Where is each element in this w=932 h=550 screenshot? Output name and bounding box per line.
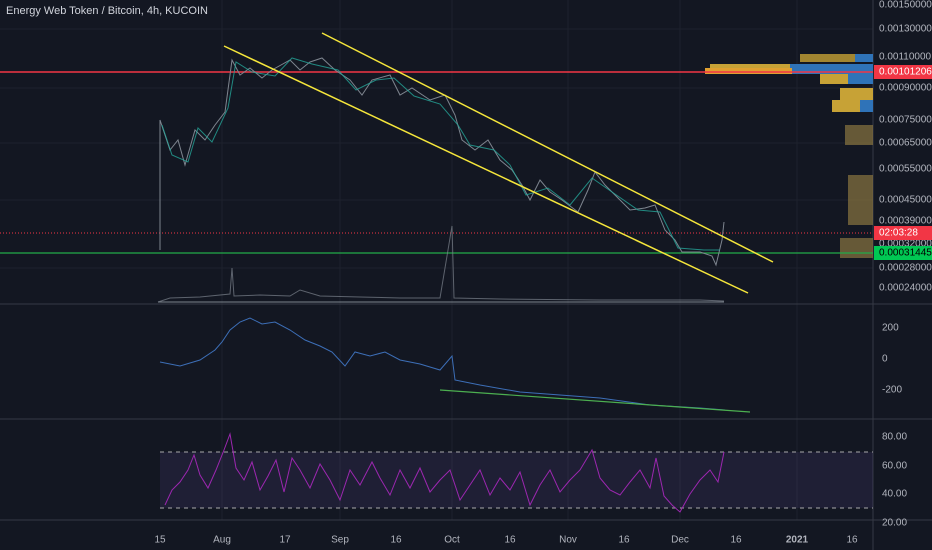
- time-label: 16: [504, 535, 516, 546]
- price-tag-bg: [874, 226, 932, 240]
- time-label: 16: [618, 535, 630, 546]
- price-label: 0.00130000: [879, 24, 932, 35]
- indicator-label: -200: [882, 385, 902, 396]
- rsi-label: 60.00: [882, 461, 907, 472]
- time-label: 15: [154, 535, 166, 546]
- price-series: [159, 57, 725, 267]
- price-tag: 0.00031445: [879, 248, 932, 259]
- price-label: 0.00110000: [879, 52, 932, 63]
- time-label: 16: [730, 535, 742, 546]
- price-tag: 0.00101206: [879, 67, 932, 78]
- price-label: 0.00024000: [879, 283, 932, 294]
- rsi-label: 80.00: [882, 432, 907, 443]
- price-label: 0.00039000: [879, 216, 932, 227]
- price-series: [161, 57, 720, 251]
- grid: [0, 0, 873, 520]
- indicator-line: [159, 317, 726, 411]
- time-label: Nov: [559, 535, 577, 546]
- price-label: 0.00028000: [879, 263, 932, 274]
- time-label: Sep: [331, 535, 349, 546]
- rsi-label: 20.00: [882, 518, 907, 529]
- volume-profile: [705, 54, 873, 258]
- indicator-label: 200: [882, 323, 899, 334]
- time-label: Dec: [671, 535, 689, 546]
- labels: 0.00150000 0.00130000 0.00110000 0.00090000…: [154, 0, 932, 546]
- indicator-label: 0: [882, 354, 888, 365]
- rsi-label: 40.00: [882, 489, 907, 500]
- price-label: 0.00150000: [879, 0, 932, 11]
- time-label: Oct: [444, 535, 460, 546]
- price-tag-bg: [874, 246, 932, 260]
- price-label: 0.00075000: [879, 115, 932, 126]
- trend-line: [439, 389, 751, 413]
- channel-line: [223, 45, 749, 294]
- price-tag-bg: [874, 65, 932, 79]
- price-label: 0.00090000: [879, 83, 932, 94]
- rsi-line: [164, 432, 725, 513]
- time-label: 2021: [786, 535, 809, 546]
- rsi-band: [160, 452, 873, 508]
- channel-line: [321, 32, 774, 263]
- price-tag: 02:03:28: [879, 228, 918, 239]
- time-label: 17: [279, 535, 291, 546]
- price-label: 0.00065000: [879, 138, 932, 149]
- time-label: 16: [846, 535, 858, 546]
- chart-title: Energy Web Token / Bitcoin, 4h, KUCOIN: [6, 5, 208, 17]
- price-label: 0.00045000: [879, 195, 932, 206]
- volume-bars: [157, 225, 725, 303]
- time-label: 16: [390, 535, 402, 546]
- price-label: 0.00032000: [879, 239, 932, 250]
- time-label: Aug: [213, 535, 231, 546]
- price-label: 0.00055000: [879, 164, 932, 175]
